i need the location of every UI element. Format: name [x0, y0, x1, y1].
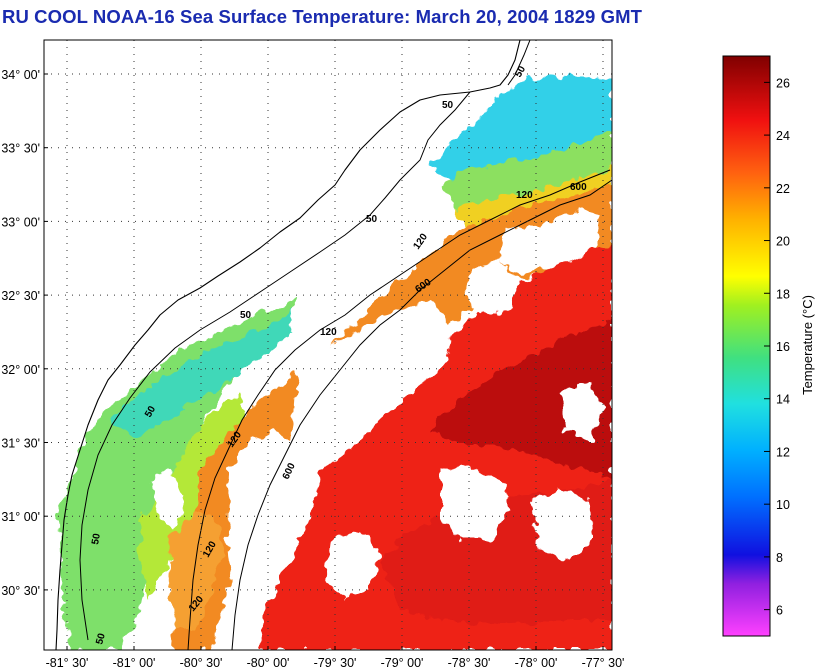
colorbar-tick-label: 18 — [776, 287, 790, 301]
longitude-labels: -81° 30' -81° 00' -80° 30' -80° 00' -79° 30'… — [46, 646, 625, 670]
lat-tick-label: 31° 00' — [1, 510, 40, 524]
lon-tick-label: -80° 00' — [247, 656, 290, 670]
colorbar-tick-label: 20 — [776, 235, 790, 249]
contour-label-50: 50 — [143, 404, 158, 420]
map-title: RU COOL NOAA-16 Sea Surface Temperature:… — [2, 6, 643, 27]
contour-label-600: 600 — [570, 182, 587, 193]
colorbar-tick-label: 6 — [776, 604, 783, 618]
lat-tick-label: 33° 00' — [1, 215, 40, 229]
contour-label-120: 120 — [516, 190, 533, 201]
sst-image — [44, 40, 612, 650]
lat-tick-label: 34° 00' — [1, 68, 40, 82]
colorbar-tick-label: 24 — [776, 129, 790, 143]
contour-label-50: 50 — [240, 310, 252, 321]
contour-label-50: 50 — [442, 100, 454, 111]
outer-banks — [507, 40, 531, 86]
lat-tick-label: 33° 30' — [1, 142, 40, 156]
lon-tick-label: -81° 30' — [46, 656, 89, 670]
contour-label-50: 50 — [94, 632, 108, 646]
contour-label-50: 50 — [90, 532, 103, 545]
isobath-contours — [79, 91, 612, 650]
lon-tick-label: -78° 00' — [515, 656, 558, 670]
lon-tick-label: -79° 00' — [381, 656, 424, 670]
contour-label-50: 50 — [513, 64, 528, 80]
lon-tick-label: -81° 00' — [113, 656, 156, 670]
lat-tick-label: 32° 00' — [1, 363, 40, 377]
contour-label-50: 50 — [366, 214, 378, 225]
map-frame — [43, 39, 613, 651]
latitude-labels: 34° 00' 33° 30' 33° 00' 32° 30' 32° 00' 31° 3… — [1, 68, 48, 598]
lon-tick-label: -77° 30' — [582, 656, 625, 670]
lon-tick-label: -79° 30' — [314, 656, 357, 670]
isobath-50 — [79, 91, 471, 641]
colorbar-tick-label: 10 — [776, 498, 790, 512]
lat-tick-label: 32° 30' — [1, 289, 40, 303]
lon-tick-label: -78° 30' — [448, 656, 491, 670]
isobath-120 — [187, 169, 611, 650]
colorbar-gradient — [722, 55, 771, 637]
lat-tick-label: 31° 30' — [1, 437, 40, 451]
contour-label-120: 120 — [320, 327, 337, 338]
colorbar-tick-label: 22 — [776, 182, 790, 196]
colorbar-tick-label: 16 — [776, 340, 790, 354]
colorbar-tick-label: 14 — [776, 393, 790, 407]
isobath-600 — [231, 179, 612, 650]
colorbar-tick-label: 26 — [776, 76, 790, 90]
lat-tick-label: 30° 30' — [1, 584, 40, 598]
colorbar-tick-label: 8 — [776, 551, 783, 565]
colorbar-ticks: 26 24 22 20 18 16 14 12 10 8 6 — [764, 76, 790, 618]
coastline — [55, 40, 521, 650]
colorbar: 26 24 22 20 18 16 14 12 10 8 6 Temperature (°C) — [722, 55, 815, 637]
colorbar-title: Temperature (°C) — [800, 295, 815, 395]
colorbar-tick-label: 12 — [776, 445, 790, 459]
lon-tick-label: -80° 30' — [180, 656, 223, 670]
